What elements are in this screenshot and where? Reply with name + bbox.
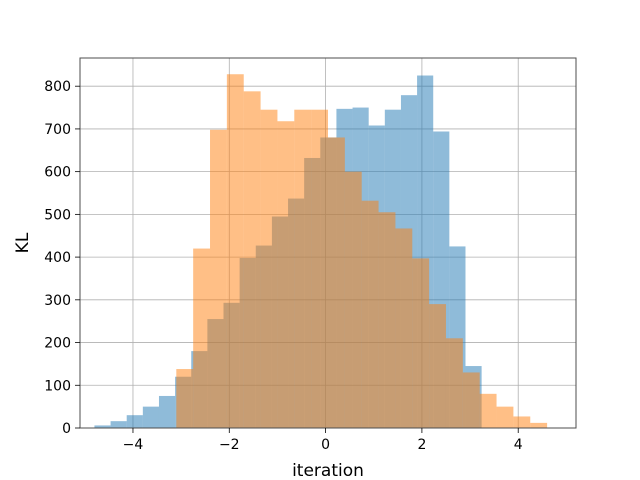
x-tick-label: −4 [123,437,144,453]
x-tick-label: 0 [321,437,330,453]
histogram-bar [445,338,463,428]
x-tick-label: 2 [417,437,426,453]
histogram-bar [277,121,295,429]
histogram-bar [210,129,227,428]
histogram-bar [94,425,111,428]
histogram-bar [311,109,328,429]
x-axis-ticks: −4 −2 0 2 4 [123,428,523,453]
histogram-bar [496,406,514,428]
histogram-bars [94,74,548,429]
y-tick-label: 200 [44,336,71,352]
histogram-bar [226,74,244,428]
y-tick-label: 600 [44,165,71,181]
x-tick-label: 4 [514,437,523,453]
histogram-bar [328,137,345,429]
histogram-bar [361,200,379,428]
histogram-bar [395,228,413,428]
series-2-bars [176,74,548,429]
y-axis-label: KL [13,232,33,253]
histogram-bar [158,395,176,428]
histogram-bar [530,422,548,428]
histogram-bar [110,421,127,428]
y-tick-label: 400 [44,250,71,266]
x-axis-label: iteration [292,461,364,480]
x-tick-label: −2 [219,437,240,453]
plot-frame [79,57,577,429]
histogram-bar [243,91,261,429]
histogram-bar [126,415,143,428]
histogram-bar [193,248,211,428]
histogram-bar [462,372,480,428]
histogram-bar [412,258,430,428]
histogram-bar [294,109,312,429]
y-axis-ticks: 0 100 200 300 400 500 600 700 800 [44,79,80,437]
y-tick-label: 700 [44,122,71,138]
y-tick-label: 100 [44,378,71,394]
histogram-bar [142,406,159,428]
y-tick-label: 0 [62,421,71,437]
histogram-bar [429,304,446,428]
histogram-bar [479,393,497,428]
histogram-bar [378,212,396,428]
histogram-bar [176,369,194,428]
y-tick-label: 500 [44,207,71,223]
y-tick-label: 800 [44,79,71,95]
histogram-bar [344,171,362,428]
y-tick-label: 300 [44,293,71,309]
histogram-bar [513,416,531,428]
histogram-bar [260,109,278,429]
